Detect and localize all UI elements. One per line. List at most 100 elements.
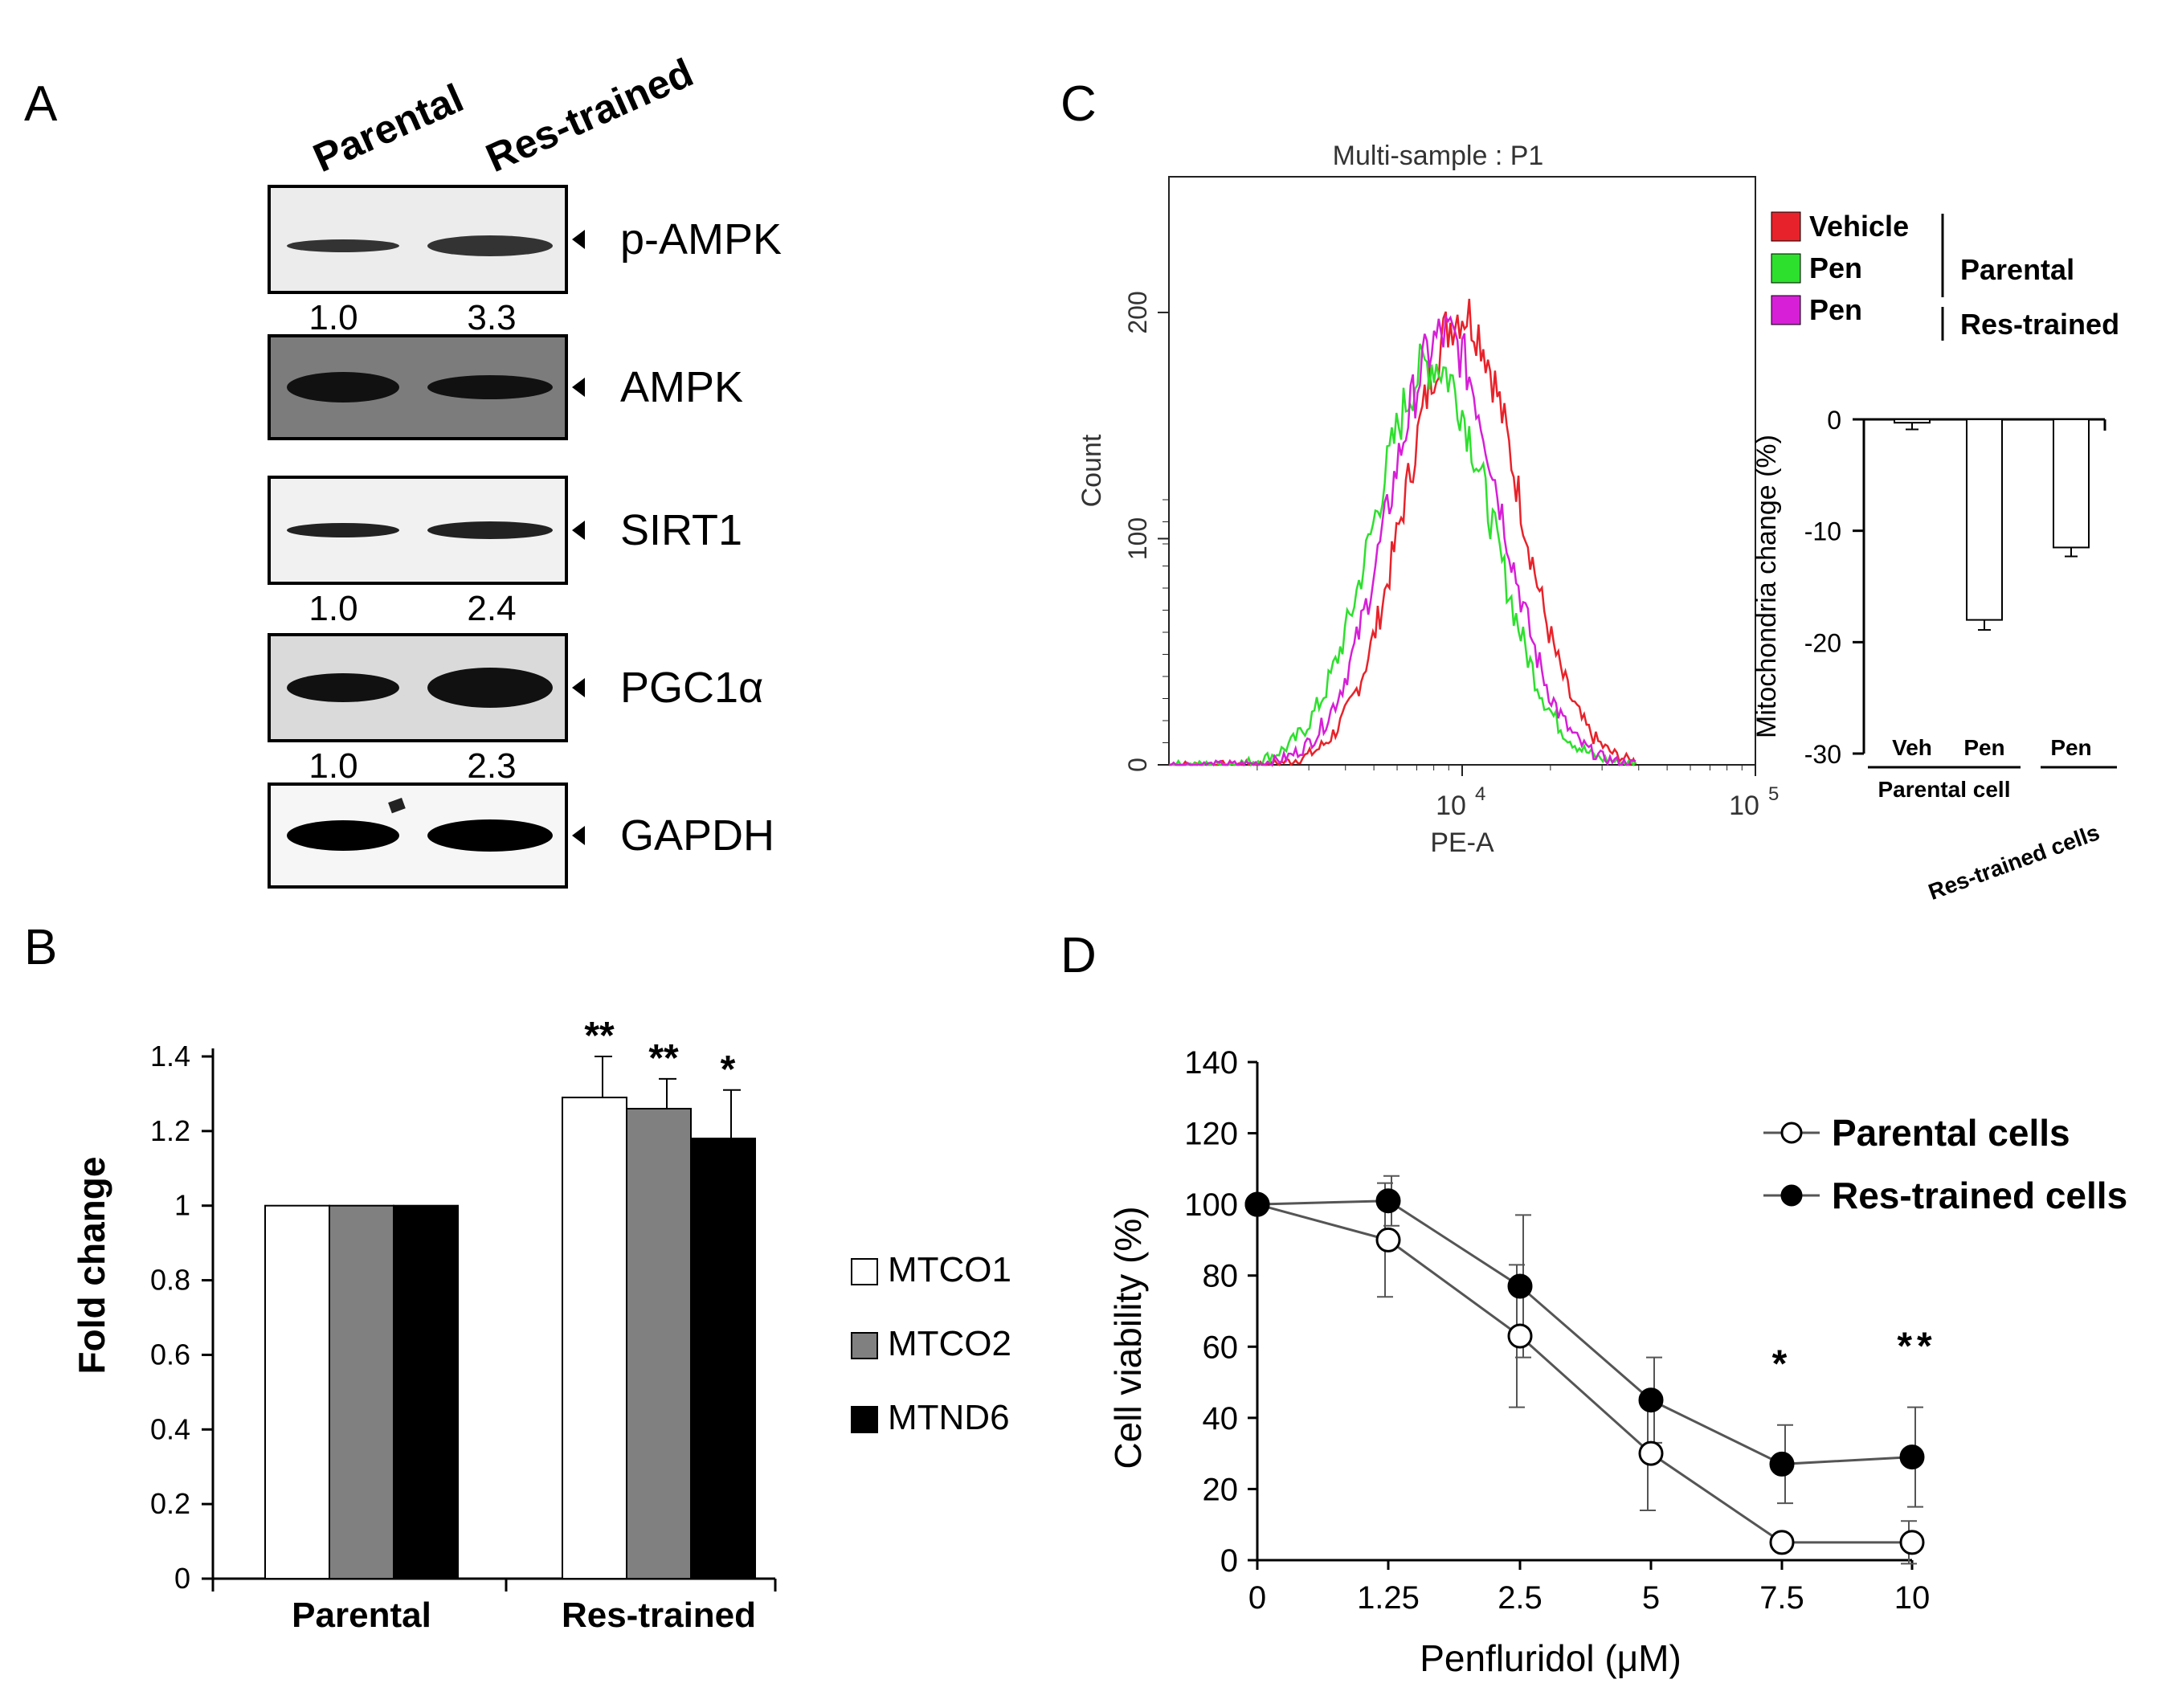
- d-legend-marker: [1780, 1122, 1803, 1144]
- d-ytick-label: 120: [1184, 1117, 1238, 1152]
- quant-res-trained: 2.4: [467, 589, 516, 628]
- c-legend-label: Vehicle: [1809, 210, 1909, 243]
- band-parental: [287, 673, 399, 702]
- b-ytick-label: 0.4: [150, 1412, 190, 1445]
- inset-ylabel: Mitochondria change (%): [1751, 435, 1782, 738]
- d-point-res-trained: [1507, 1273, 1533, 1299]
- c-legend-group: Parental: [1960, 253, 2074, 286]
- inset-ytick-label: 0: [1827, 406, 1841, 435]
- d-xtick-label: 5: [1642, 1580, 1660, 1616]
- d-series-line: [1256, 1199, 1913, 1465]
- b-significance: **: [648, 1037, 679, 1080]
- quant-parental: 1.0: [309, 589, 358, 628]
- b-ytick-label: 0.8: [150, 1264, 190, 1297]
- c-xlabel: PE-A: [1430, 827, 1494, 858]
- d-xtick-label: 10: [1894, 1580, 1931, 1616]
- band-arrow-icon: [572, 230, 585, 249]
- d-ytick-label: 80: [1203, 1259, 1239, 1294]
- inset-ytick-label: -10: [1804, 517, 1841, 546]
- d-ylabel: Cell viability (%): [1107, 1206, 1149, 1469]
- band-res-trained: [427, 375, 553, 399]
- quant-res-trained: 3.3: [467, 298, 516, 337]
- d-legend-label: Res-trained cells: [1832, 1175, 2127, 1216]
- band-res-trained: [427, 819, 553, 852]
- d-xtick-label: 2.5: [1498, 1580, 1543, 1616]
- band-label: GAPDH: [620, 811, 774, 860]
- lane-label-res-trained: Res-trained: [480, 50, 700, 181]
- b-category-label: Res-trained: [562, 1596, 756, 1635]
- c-legend-group: Res-trained: [1960, 308, 2119, 341]
- panel-label-a: A: [24, 76, 58, 132]
- band-label: AMPK: [620, 363, 743, 411]
- b-legend-swatch: [851, 1406, 878, 1433]
- band-parental: [287, 372, 399, 402]
- c-title: Multi-sample : P1: [1333, 141, 1544, 171]
- c-legend-swatch: [1771, 295, 1801, 325]
- panel-label-c: C: [1060, 76, 1097, 132]
- quant-parental: 1.0: [309, 746, 358, 786]
- inset-bar: [2053, 419, 2090, 549]
- c-ytick-label: 0: [1123, 758, 1152, 772]
- quant-res-trained: 2.3: [467, 746, 516, 786]
- inset-bar: [1894, 419, 1931, 424]
- c-legend-label: Pen: [1809, 251, 1862, 284]
- c-legend-label: Pen: [1809, 293, 1862, 326]
- inset-bar: [1966, 419, 2003, 621]
- inset-ytick-label: -20: [1804, 628, 1841, 657]
- inset-category-label: Pen: [2050, 735, 2091, 760]
- c-xtick-label: 10: [1729, 791, 1759, 821]
- d-ytick-label: 20: [1203, 1472, 1239, 1507]
- inset-category-label: Pen: [1963, 735, 2004, 760]
- b-ytick-label: 1.4: [150, 1040, 190, 1073]
- b-legend-label: MTCO1: [888, 1250, 1011, 1289]
- inset-group-label: Res-trained cells: [1925, 819, 2102, 905]
- d-xtick-label: 0: [1248, 1580, 1266, 1616]
- d-point-res-trained: [1244, 1191, 1270, 1217]
- b-bar-mtnd6: [393, 1204, 459, 1579]
- c-xtick-exponent: 5: [1768, 783, 1779, 805]
- band-parental: [287, 239, 399, 252]
- c-ytick-label: 200: [1123, 291, 1152, 333]
- c-legend-swatch: [1771, 253, 1801, 284]
- b-significance: **: [584, 1015, 615, 1057]
- b-ytick-label: 1.2: [150, 1114, 190, 1147]
- c-xtick-label: 10: [1436, 791, 1466, 821]
- d-point-parental: [1638, 1440, 1664, 1466]
- b-bar-mtco1: [562, 1097, 627, 1579]
- d-legend-label: Parental cells: [1832, 1112, 2070, 1154]
- band-res-trained: [427, 521, 553, 539]
- b-bar-mtco2: [626, 1108, 692, 1579]
- inset-category-label: Veh: [1892, 735, 1932, 760]
- b-significance: *: [721, 1048, 736, 1091]
- b-legend-swatch: [851, 1258, 878, 1285]
- b-ytick-label: 1: [174, 1189, 190, 1222]
- c-histogram-1: [1168, 343, 1637, 767]
- d-point-parental: [1769, 1530, 1795, 1555]
- c-ytick-label: 100: [1123, 517, 1152, 560]
- d-significance: *: [1772, 1343, 1792, 1386]
- b-ytick-label: 0.2: [150, 1487, 190, 1520]
- d-point-res-trained: [1899, 1444, 1925, 1470]
- b-ytick-label: 0: [174, 1562, 190, 1595]
- d-ytick-label: 40: [1203, 1401, 1239, 1436]
- mito-change-chart: 0 -10 -20 -30 Veh Pen Pen Parental cell Res-trai…: [1751, 406, 2117, 905]
- c-xtick-exponent: 4: [1475, 783, 1485, 805]
- c-histogram-0: [1168, 298, 1637, 767]
- panel-label-b: B: [24, 920, 57, 975]
- b-bar-mtco1: [264, 1204, 330, 1579]
- d-xtick-label: 7.5: [1759, 1580, 1804, 1616]
- band-res-trained: [427, 668, 553, 708]
- b-ylabel: Fold change: [71, 1157, 112, 1375]
- d-point-parental: [1375, 1227, 1401, 1252]
- c-histogram-2: [1169, 313, 1636, 767]
- band-label: p-AMPK: [620, 215, 782, 264]
- band-res-trained: [427, 235, 553, 256]
- d-xlabel: Penfluridol (μM): [1420, 1637, 1681, 1679]
- b-category-label: Parental: [292, 1596, 431, 1635]
- d-xtick-label: 1.25: [1357, 1580, 1420, 1616]
- band-arrow-icon: [572, 378, 585, 397]
- d-significance: **: [1897, 1326, 1936, 1368]
